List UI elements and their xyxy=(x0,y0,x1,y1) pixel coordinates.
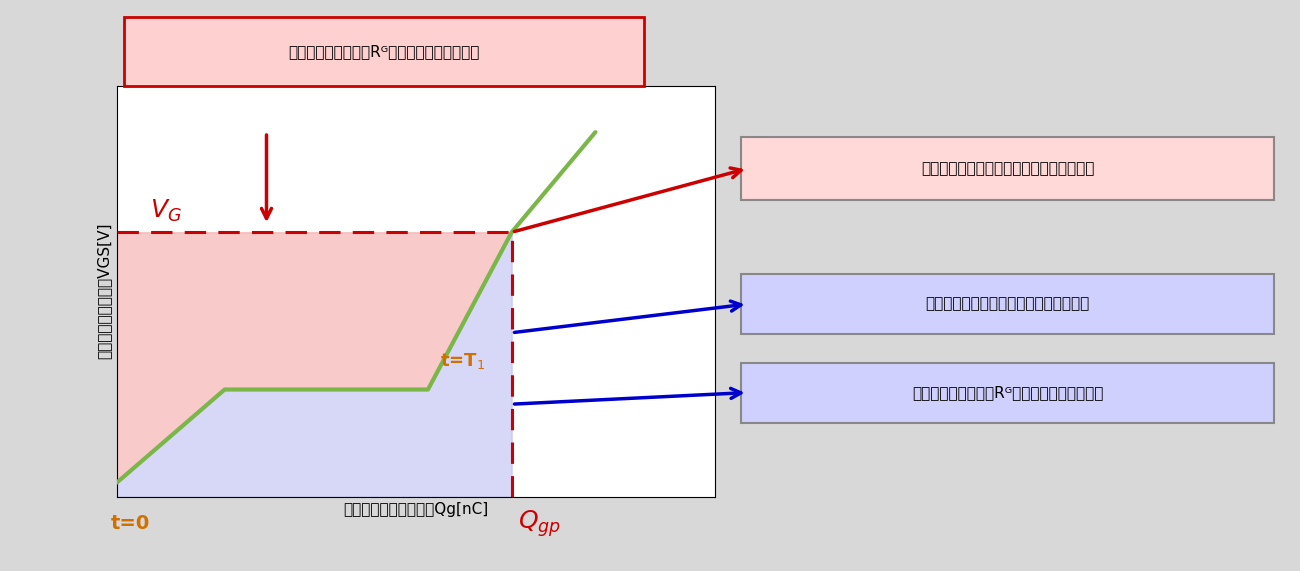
Text: $\mathit{Q_{gp}}$: $\mathit{Q_{gp}}$ xyxy=(517,508,560,539)
Text: オフ時：ゲート抵抗Rᴳで消費するエネルギー: オフ時：ゲート抵抗Rᴳで消費するエネルギー xyxy=(911,385,1104,400)
Text: オン時：ゲート抵抗Rᴳで消費するエネルギー: オン時：ゲート抵抗Rᴳで消費するエネルギー xyxy=(287,44,480,59)
Text: t=0: t=0 xyxy=(111,514,151,533)
X-axis label: ゲート駆動入力電荷量Qg[nC]: ゲート駆動入力電荷量Qg[nC] xyxy=(343,502,489,517)
Text: オン時：ゲート駆動端子の供給エネルギー: オン時：ゲート駆動端子の供給エネルギー xyxy=(920,161,1095,176)
Text: t=T$_1$: t=T$_1$ xyxy=(439,351,485,371)
Y-axis label: ゲートソース間電圧VGS[V]: ゲートソース間電圧VGS[V] xyxy=(96,223,112,360)
Text: オン時：ゲートに蓄積されるエネルギー: オン時：ゲートに蓄積されるエネルギー xyxy=(926,296,1089,312)
Text: $\mathit{V_G}$: $\mathit{V_G}$ xyxy=(150,198,182,224)
